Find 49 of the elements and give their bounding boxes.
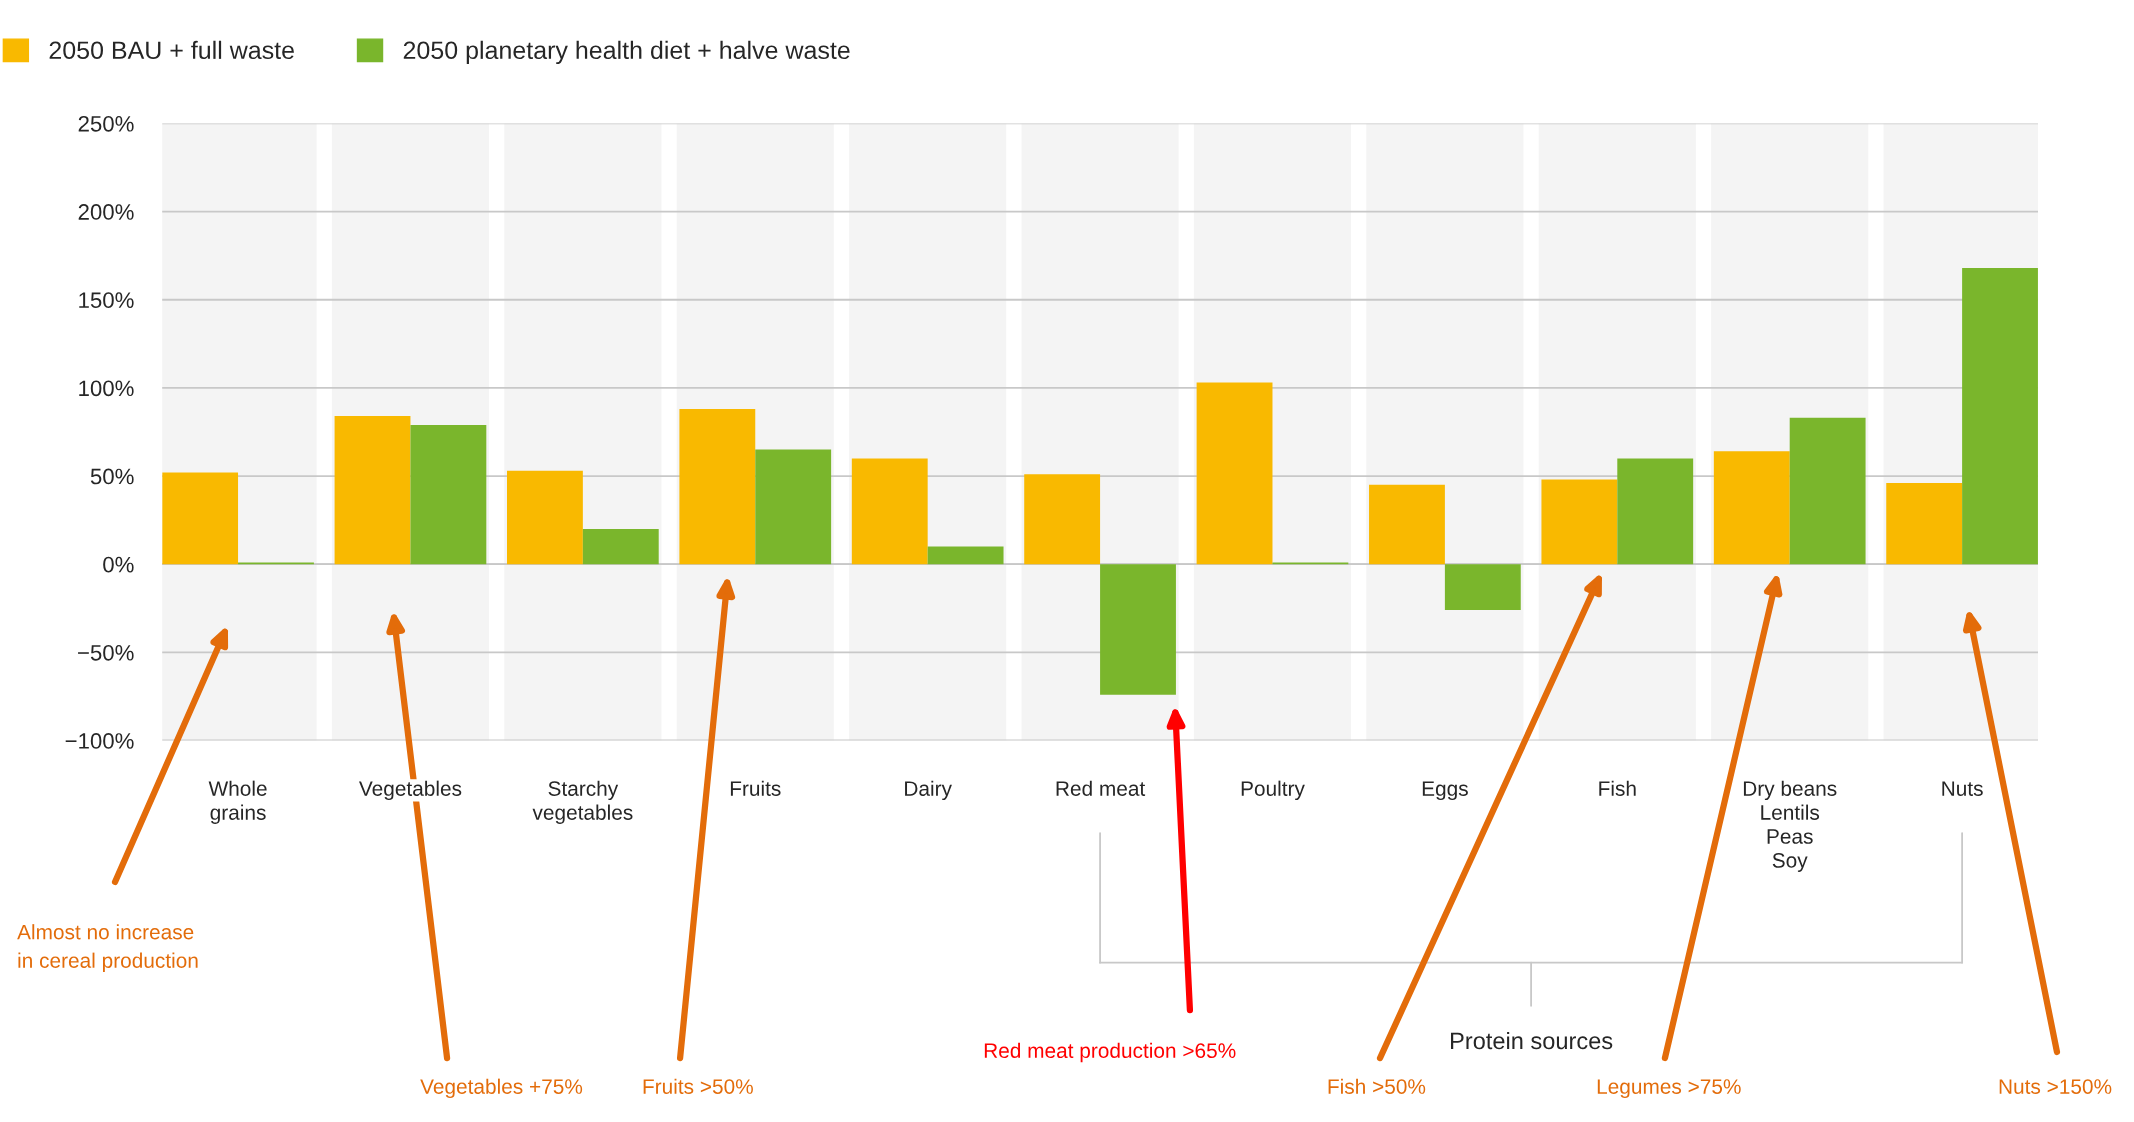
bar — [755, 449, 832, 565]
bar — [507, 470, 583, 565]
legend-label: 2050 planetary health diet + halve waste — [403, 40, 850, 65]
bar — [1024, 474, 1101, 565]
text: Fruits >50% — [643, 1078, 753, 1094]
bar — [334, 416, 411, 565]
bar — [1617, 458, 1694, 565]
bar — [851, 458, 928, 565]
bar — [410, 424, 487, 565]
x-tick-label: Dry beans Lentils Peas Soy — [1743, 780, 1837, 872]
y-tick-label: 50% — [90, 468, 134, 485]
y-tick-label: −100% — [65, 733, 134, 749]
x-tick-label: Fish — [1599, 780, 1636, 796]
text: Protein sources — [1451, 1031, 1613, 1050]
bar — [1886, 483, 1963, 565]
bar — [1196, 382, 1273, 565]
text: Nuts >150% — [1999, 1079, 2112, 1094]
bar — [1962, 268, 2038, 565]
x-tick-label: Dairy — [905, 780, 952, 801]
y-tick-label: 0% — [103, 556, 134, 573]
text: Vegetables +75% — [420, 1078, 583, 1099]
y-tick-label: 100% — [79, 380, 134, 397]
y-tick-label: 250% — [78, 115, 134, 132]
x-tick-label: Whole grains — [208, 780, 267, 824]
bar — [1444, 564, 1521, 611]
x-tick-label: Vegetables — [358, 780, 462, 801]
y-tick-label: 200% — [78, 204, 134, 220]
x-tick-label: Nuts — [1942, 781, 1983, 796]
x-tick-label: Eggs — [1422, 781, 1468, 801]
y-tick-label: −50% — [78, 644, 134, 661]
bar — [1369, 484, 1445, 565]
y-tick-label: 150% — [79, 292, 134, 309]
bar — [162, 472, 239, 565]
legend-label: 2050 BAU + full waste — [49, 40, 294, 60]
text: Legumes >75% — [1597, 1079, 1741, 1099]
x-tick-label: Poultry — [1241, 780, 1305, 801]
text: Red meat production >65% — [984, 1042, 1236, 1063]
bar — [1541, 479, 1618, 565]
text: Fish >50% — [1328, 1078, 1426, 1094]
bar — [582, 528, 659, 565]
x-tick-label: Starchy vegetables — [532, 780, 633, 824]
bar — [1100, 564, 1176, 695]
bar — [679, 409, 756, 565]
bar — [1789, 417, 1866, 565]
x-tick-label: Red meat — [1056, 780, 1146, 796]
text: Almost no increase in cereal production — [17, 924, 198, 973]
bar — [1713, 451, 1790, 565]
x-tick-label: Fruits — [730, 780, 781, 796]
bar — [927, 546, 1004, 565]
